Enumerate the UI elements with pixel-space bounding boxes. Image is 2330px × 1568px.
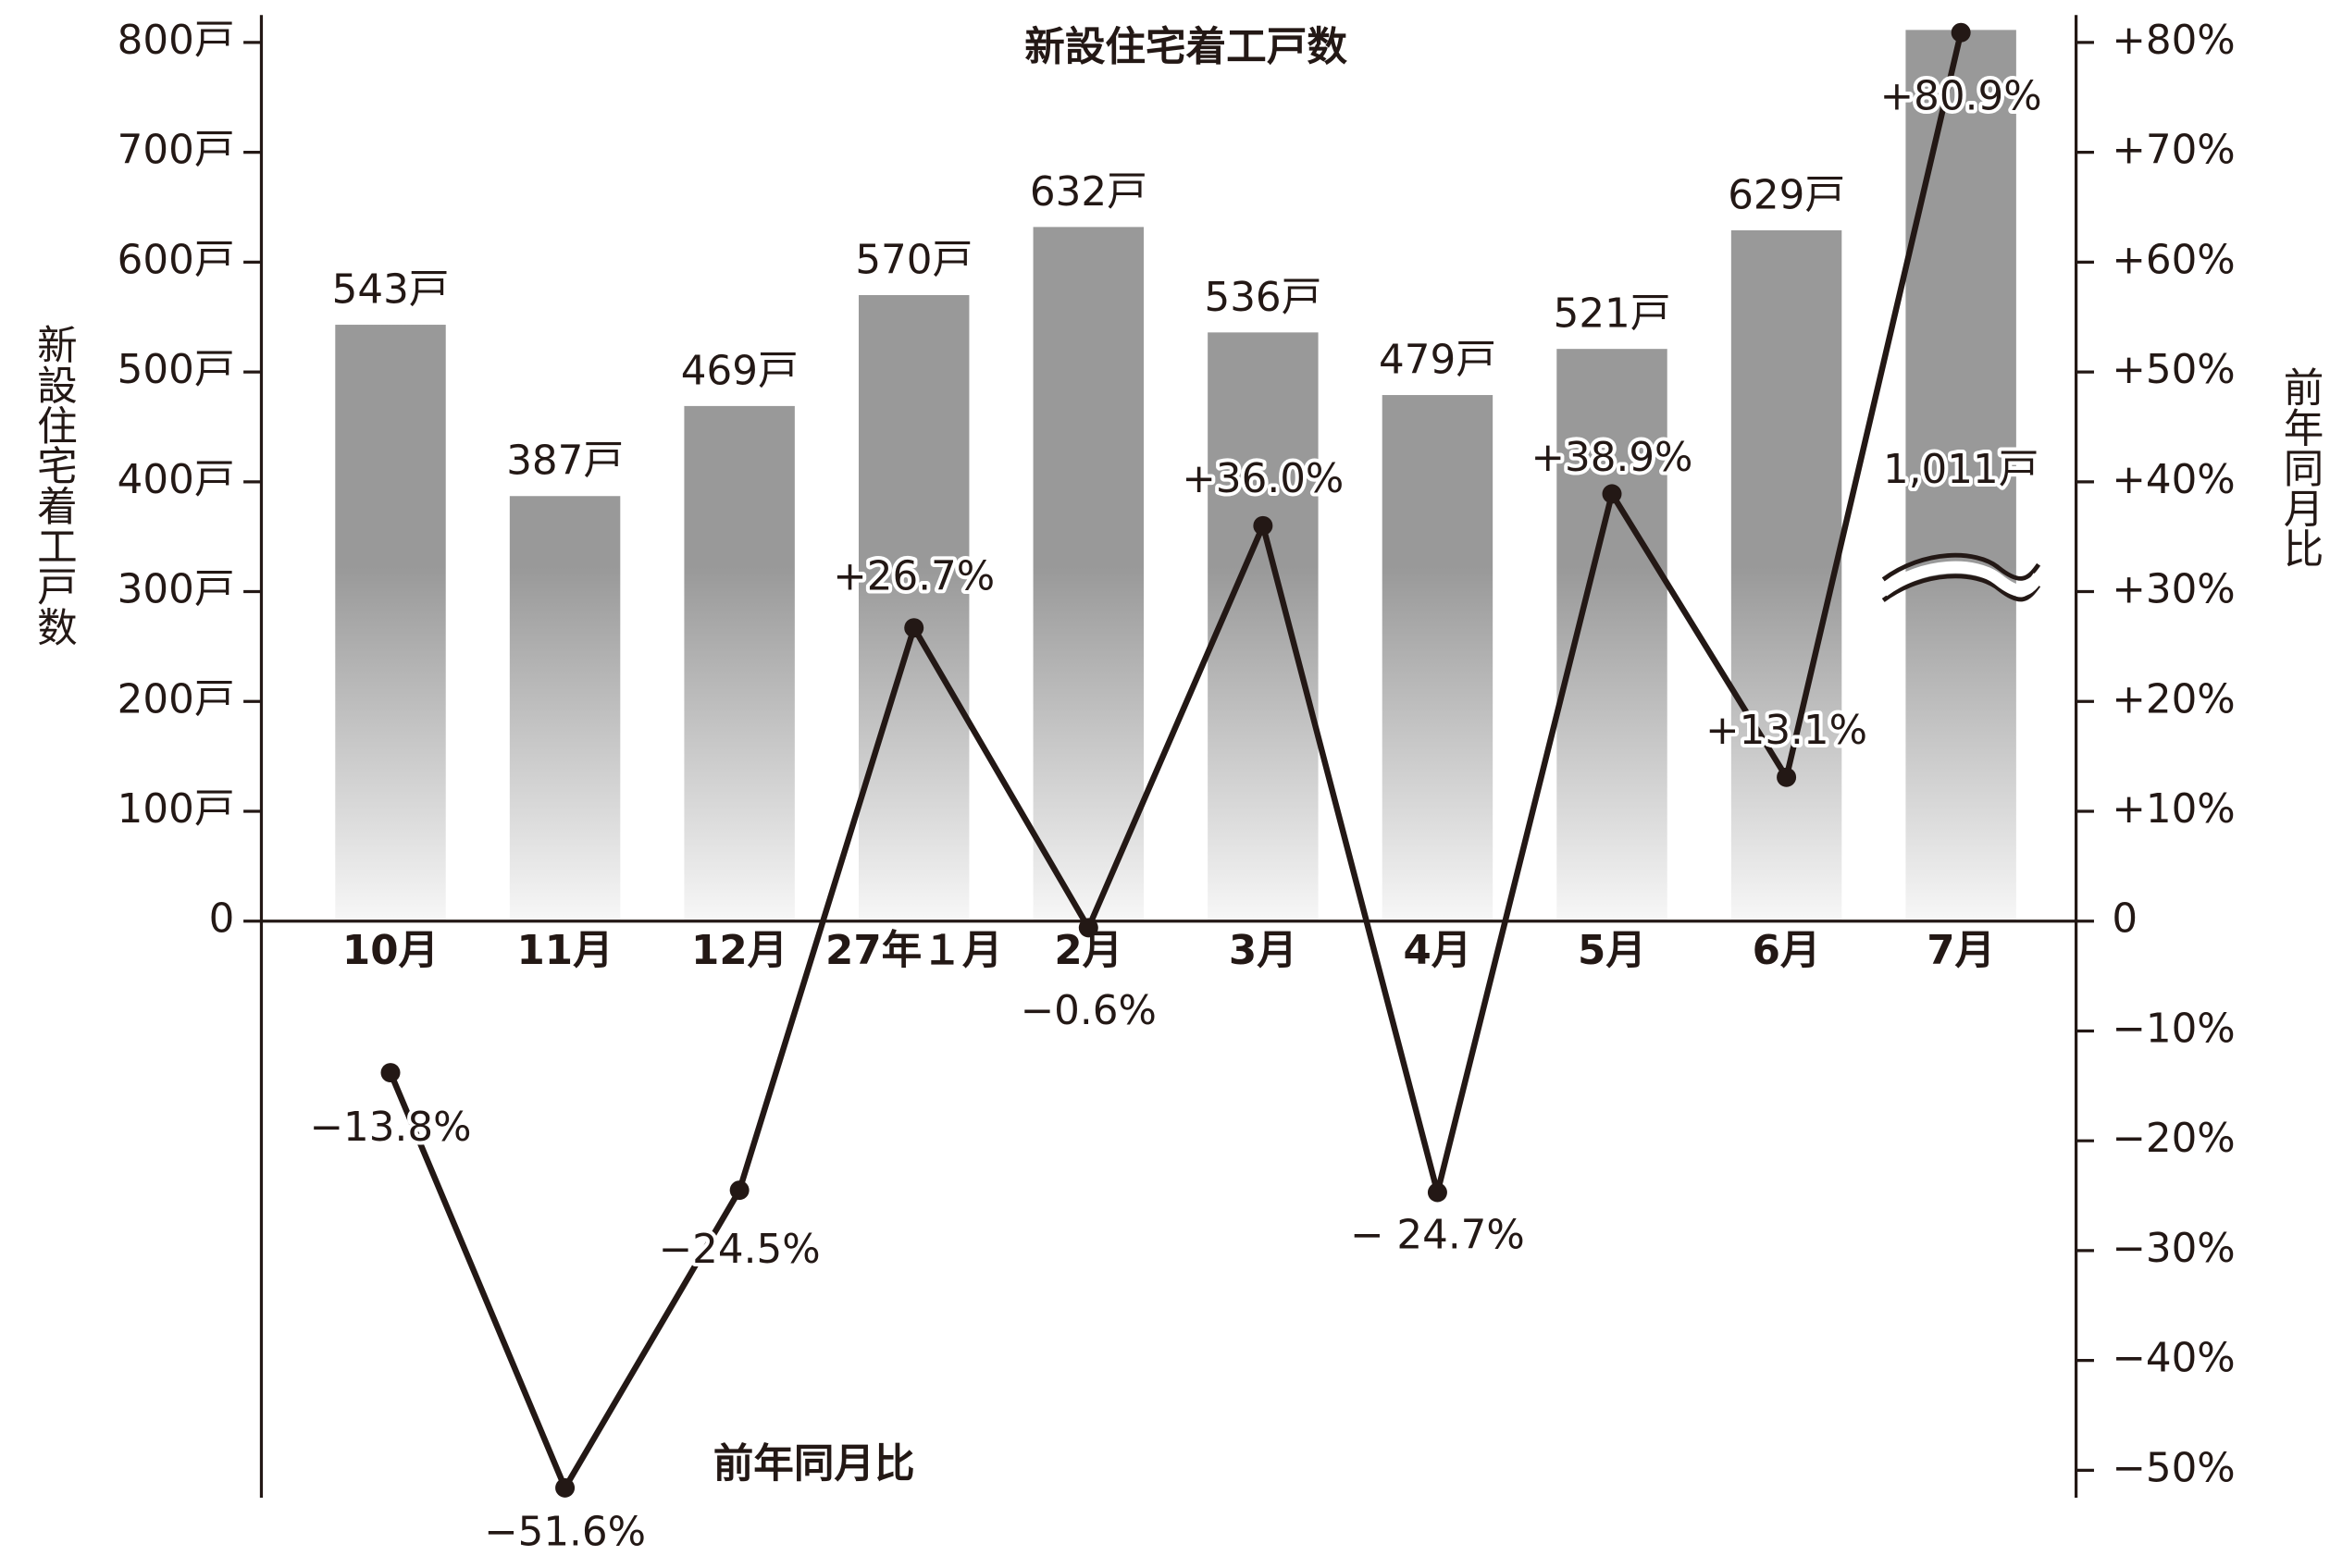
y2-tick-label: +80%	[2112, 18, 2235, 64]
line-point	[1951, 22, 1971, 43]
x-tick-label: 10月	[342, 928, 439, 974]
y2-tick-label: −40%	[2112, 1336, 2235, 1382]
line-value-label: +26.7%	[833, 553, 995, 599]
y-tick-label: 700戸	[118, 128, 235, 174]
y-tick-label: 300戸	[118, 567, 235, 613]
line-point	[904, 618, 924, 638]
x-tick-label: 3月	[1229, 928, 1297, 974]
bars	[335, 30, 2016, 921]
bar-value-label: 570戸	[855, 237, 973, 283]
y-tick-label: 0	[209, 896, 235, 943]
y-tick-label: 600戸	[118, 237, 235, 283]
bar-value-label: 521戸	[1554, 291, 1671, 338]
x-tick-label: 5月	[1578, 928, 1646, 974]
bar	[1382, 395, 1493, 921]
bar-value-label: 629戸	[1728, 172, 1845, 218]
y-tick-label: 200戸	[118, 676, 235, 722]
bar-value-label: 469戸	[681, 348, 799, 394]
axis-break	[1881, 574, 2041, 602]
line-point	[1078, 918, 1098, 938]
line-point	[380, 1063, 401, 1083]
y2-tick-label: +70%	[2112, 128, 2235, 174]
line-value-label: − 24.7%	[1350, 1212, 1525, 1258]
y2-tick-label: −30%	[2112, 1226, 2235, 1272]
y2-tick-label: +20%	[2112, 676, 2235, 722]
bar	[335, 325, 446, 921]
line-point	[729, 1180, 750, 1201]
y2-tick-label: 0	[2112, 896, 2138, 943]
x-tick-label: 11月	[516, 928, 613, 974]
bar-series-label: 新設住宅着工戸数	[1024, 24, 1347, 70]
y2-tick-label: +40%	[2112, 457, 2235, 503]
y-tick-label: 100戸	[118, 786, 235, 833]
y-axis-label: 新設住宅着工戸数	[30, 324, 77, 647]
axis-break-gap	[1879, 561, 2044, 597]
x-tick-label: 12月	[691, 928, 787, 974]
y2-tick-label: −20%	[2112, 1116, 2235, 1162]
bar-value-label: 536戸	[1204, 275, 1321, 321]
bar-value-label: 479戸	[1379, 338, 1496, 384]
y2-tick-label: −50%	[2112, 1445, 2235, 1491]
line-point	[1777, 767, 1797, 787]
x-tick-label: 4月	[1403, 928, 1471, 974]
x-tick-label: 27年１月	[825, 928, 1002, 974]
line-series-label: 前年同月比	[713, 1441, 915, 1488]
line-point	[1602, 484, 1622, 504]
x-tick-label: 6月	[1753, 928, 1821, 974]
line-value-label: +38.9%	[1531, 435, 1693, 481]
bar	[509, 496, 621, 921]
line-point	[1427, 1182, 1447, 1203]
line	[388, 31, 1964, 1491]
line-point	[555, 1477, 576, 1498]
line-value-label: −51.6%	[484, 1509, 646, 1555]
y2-tick-label: +30%	[2112, 567, 2235, 613]
x-tick-label: 7月	[1927, 928, 1995, 974]
y2-tick-label: +10%	[2112, 786, 2235, 833]
y2-tick-label: +50%	[2112, 347, 2235, 393]
bar	[1033, 227, 1145, 921]
bar-value-label: 1,011戸	[1883, 447, 2039, 493]
y2-axis-label: 前年同月比	[2275, 366, 2323, 568]
y2-tick-label: +60%	[2112, 237, 2235, 283]
bar	[1730, 229, 1842, 921]
y-tick-label: 400戸	[118, 457, 235, 503]
bar-value-label: 543戸	[332, 267, 450, 314]
line-value-label: −24.5%	[659, 1227, 821, 1273]
axis-break	[1881, 552, 2041, 582]
bar-value-label: 632戸	[1030, 169, 1147, 216]
line-value-label: +80.9%	[1880, 73, 2042, 119]
line-value-label: +13.1%	[1705, 708, 1867, 754]
line-value-label: +36.0%	[1182, 456, 1344, 502]
y-tick-label: 800戸	[118, 18, 235, 64]
y-tick-label: 500戸	[118, 347, 235, 393]
bar	[684, 405, 795, 921]
y2-tick-label: −10%	[2112, 1006, 2235, 1052]
bar	[1208, 332, 1319, 921]
line-value-label: −0.6%	[1021, 988, 1157, 1034]
line-value-label: −13.8%	[310, 1105, 472, 1151]
bar-value-label: 387戸	[506, 438, 624, 485]
bar	[859, 294, 970, 921]
line-point	[1253, 515, 1273, 536]
